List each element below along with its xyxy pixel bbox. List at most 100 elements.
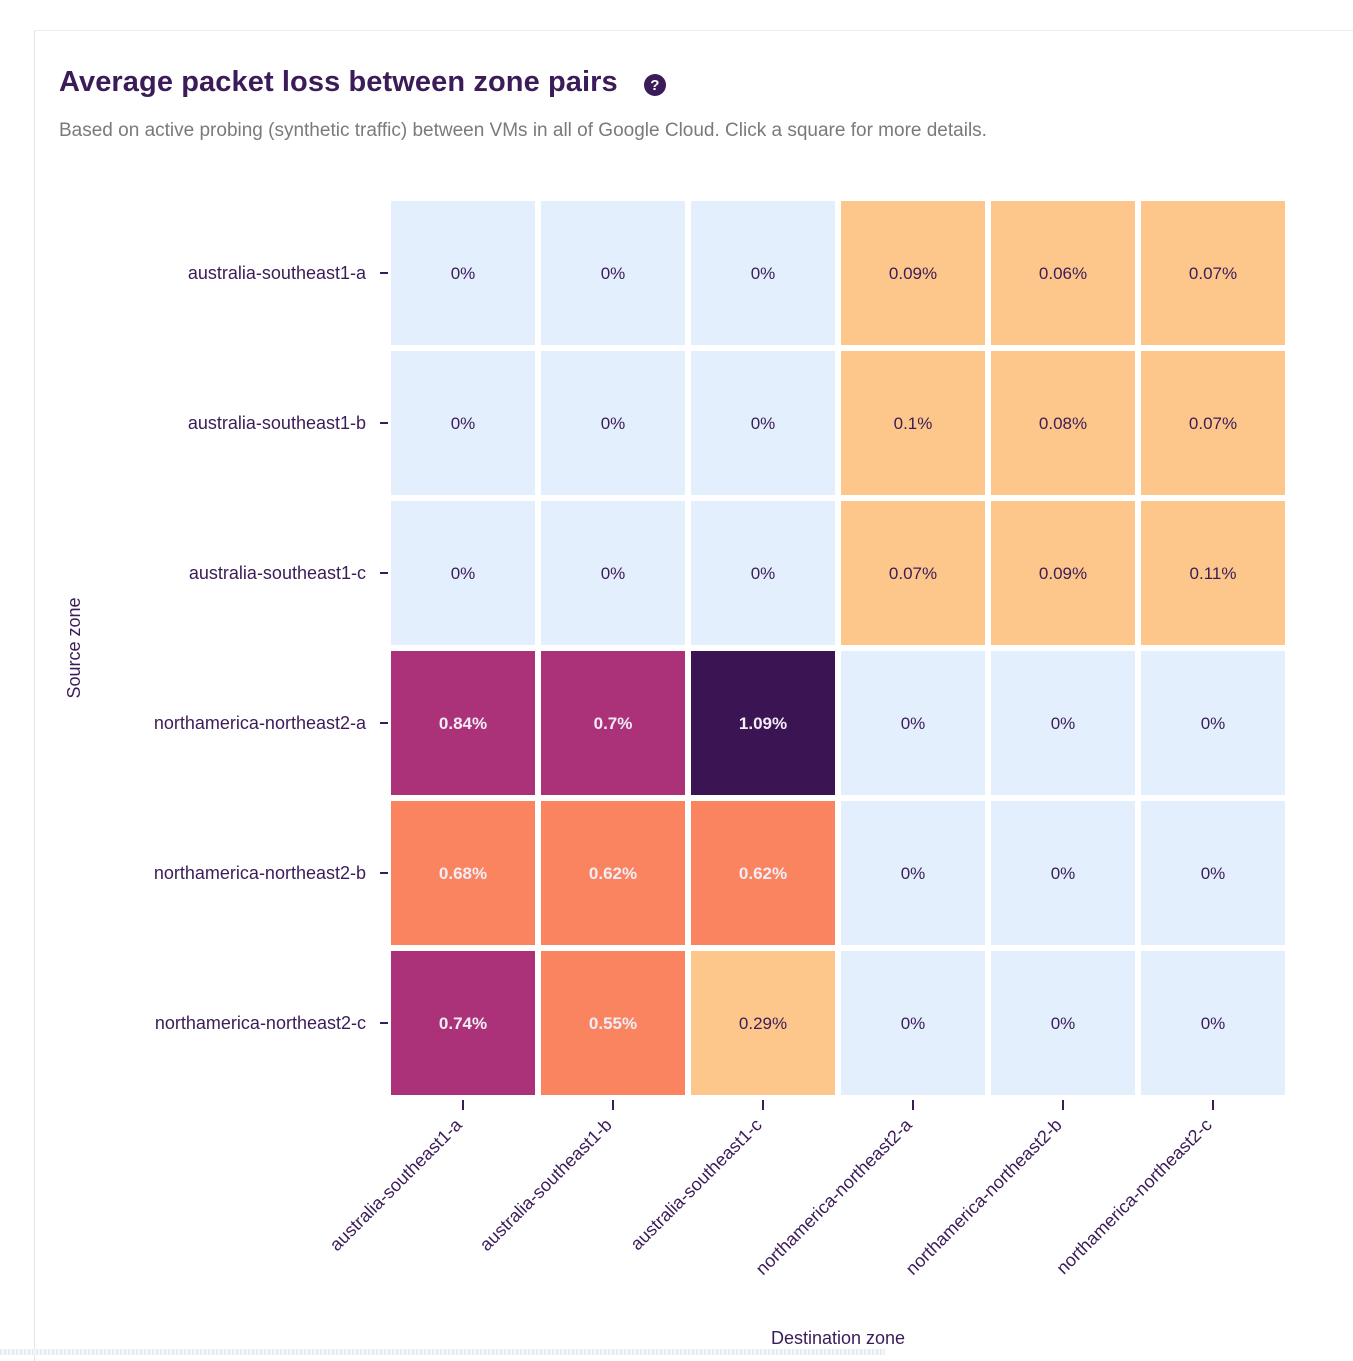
heatmap-cell-rect[interactable] bbox=[691, 801, 835, 945]
heatmap-cell-rect[interactable] bbox=[691, 501, 835, 645]
heatmap-cell-label: 0.68% bbox=[439, 864, 487, 883]
heatmap-cell-label: 0.11% bbox=[1190, 564, 1237, 583]
heatmap-cell-label: 0% bbox=[901, 864, 926, 883]
heatmap-cell[interactable]: 0% bbox=[841, 801, 985, 945]
x-tick-label: australia-southeast1-b bbox=[476, 1115, 616, 1255]
heatmap-cell[interactable]: 0.29% bbox=[691, 951, 835, 1095]
header: Average packet loss between zone pairs ? bbox=[59, 60, 666, 104]
x-tick-label: northamerica-northeast2-c bbox=[1052, 1115, 1215, 1278]
y-tick-label: australia-southeast1-b bbox=[188, 413, 366, 433]
heatmap-cell[interactable]: 0% bbox=[541, 501, 685, 645]
heatmap-cell[interactable]: 0% bbox=[841, 951, 985, 1095]
heatmap-cell-rect[interactable] bbox=[541, 801, 685, 945]
heatmap-cell-label: 0% bbox=[601, 414, 626, 433]
heatmap-cell[interactable]: 0.62% bbox=[691, 801, 835, 945]
heatmap-cell[interactable]: 0.08% bbox=[991, 351, 1135, 495]
heatmap-cell-rect[interactable] bbox=[541, 501, 685, 645]
heatmap-cell[interactable]: 0.09% bbox=[841, 201, 985, 345]
heatmap-cell-rect[interactable] bbox=[1141, 201, 1285, 345]
x-tick-label: australia-southeast1-c bbox=[626, 1115, 765, 1254]
heatmap-cell-rect[interactable] bbox=[541, 651, 685, 795]
heatmap-cell-rect[interactable] bbox=[841, 201, 985, 345]
heatmap-cell[interactable]: 0% bbox=[391, 501, 535, 645]
heatmap-cell[interactable]: 0% bbox=[691, 201, 835, 345]
heatmap-cell[interactable]: 0.84% bbox=[391, 651, 535, 795]
heatmap-cell-label: 0.29% bbox=[739, 1014, 787, 1033]
heatmap-cell-rect[interactable] bbox=[841, 651, 985, 795]
heatmap-cell[interactable]: 0.09% bbox=[991, 501, 1135, 645]
heatmap-cell-rect[interactable] bbox=[841, 951, 985, 1095]
heatmap-cell-rect[interactable] bbox=[541, 201, 685, 345]
heatmap-cell-label: 0% bbox=[601, 264, 626, 283]
heatmap-cell-rect[interactable] bbox=[1141, 951, 1285, 1095]
x-tick-label: australia-southeast1-a bbox=[326, 1114, 467, 1255]
heatmap-cell[interactable]: 0% bbox=[391, 351, 535, 495]
heatmap-cell-label: 0% bbox=[1051, 1014, 1076, 1033]
heatmap-cell-rect[interactable] bbox=[391, 651, 535, 795]
heatmap-cell[interactable]: 0% bbox=[691, 351, 835, 495]
heatmap-cell-rect[interactable] bbox=[541, 951, 685, 1095]
heatmap-cell-rect[interactable] bbox=[691, 651, 835, 795]
heatmap-cell[interactable]: 1.09% bbox=[691, 651, 835, 795]
heatmap-cell-rect[interactable] bbox=[841, 501, 985, 645]
heatmap-cell-label: 0% bbox=[751, 414, 776, 433]
heatmap-cell[interactable]: 0% bbox=[541, 201, 685, 345]
heatmap-cell-rect[interactable] bbox=[841, 801, 985, 945]
heatmap-cell[interactable]: 0.62% bbox=[541, 801, 685, 945]
heatmap-cell-rect[interactable] bbox=[691, 201, 835, 345]
question-circle-icon[interactable]: ? bbox=[643, 74, 666, 96]
heatmap-cell[interactable]: 0% bbox=[991, 651, 1135, 795]
heatmap-cell[interactable]: 0.11% bbox=[1141, 501, 1285, 645]
heatmap-cell-rect[interactable] bbox=[991, 951, 1135, 1095]
heatmap-cell-rect[interactable] bbox=[991, 651, 1135, 795]
heatmap-cell-rect[interactable] bbox=[391, 801, 535, 945]
heatmap-cell-label: 0% bbox=[751, 564, 776, 583]
heatmap-cell-label: 0.09% bbox=[1039, 564, 1087, 583]
heatmap-cell-rect[interactable] bbox=[991, 351, 1135, 495]
heatmap-cell[interactable]: 0.06% bbox=[991, 201, 1135, 345]
heatmap-cell-rect[interactable] bbox=[391, 201, 535, 345]
heatmap-cell[interactable]: 0% bbox=[841, 651, 985, 795]
heatmap-cell-rect[interactable] bbox=[1141, 651, 1285, 795]
heatmap-cell[interactable]: 0.07% bbox=[1141, 351, 1285, 495]
heatmap-cell-rect[interactable] bbox=[991, 201, 1135, 345]
heatmap-cell-label: 0.07% bbox=[889, 564, 937, 583]
heatmap-cell-rect[interactable] bbox=[691, 951, 835, 1095]
heatmap-cell-rect[interactable] bbox=[691, 351, 835, 495]
heatmap-cell-rect[interactable] bbox=[1141, 501, 1285, 645]
heatmap-cell-rect[interactable] bbox=[991, 501, 1135, 645]
heatmap-cell[interactable]: 0% bbox=[391, 201, 535, 345]
heatmap-cell-rect[interactable] bbox=[1141, 351, 1285, 495]
heatmap-cell[interactable]: 0% bbox=[991, 801, 1135, 945]
heatmap-cell-rect[interactable] bbox=[541, 351, 685, 495]
heatmap-cell-rect[interactable] bbox=[1141, 801, 1285, 945]
heatmap-cell[interactable]: 0.1% bbox=[841, 351, 985, 495]
heatmap-cell-rect[interactable] bbox=[391, 351, 535, 495]
heatmap-cell-rect[interactable] bbox=[991, 801, 1135, 945]
heatmap-cell[interactable]: 0% bbox=[991, 951, 1135, 1095]
heatmap-cell-rect[interactable] bbox=[391, 951, 535, 1095]
heatmap-cell[interactable]: 0.07% bbox=[841, 501, 985, 645]
heatmap-cell-label: 0.55% bbox=[589, 1014, 637, 1033]
heatmap-cell-rect[interactable] bbox=[841, 351, 985, 495]
heatmap-cell[interactable]: 0% bbox=[541, 351, 685, 495]
heatmap-cell-label: 0% bbox=[601, 564, 626, 583]
heatmap-cell[interactable]: 0.74% bbox=[391, 951, 535, 1095]
heatmap-cell[interactable]: 0.7% bbox=[541, 651, 685, 795]
heatmap-cell[interactable]: 0% bbox=[1141, 651, 1285, 795]
heatmap-cell-label: 0.62% bbox=[739, 864, 787, 883]
heatmap-cell[interactable]: 0% bbox=[691, 501, 835, 645]
heatmap-cell[interactable]: 0% bbox=[1141, 801, 1285, 945]
heatmap-cell-label: 0% bbox=[751, 264, 776, 283]
scrollbar-track[interactable] bbox=[0, 1349, 885, 1355]
heatmap-cell[interactable]: 0% bbox=[1141, 951, 1285, 1095]
heatmap-cell[interactable]: 0.68% bbox=[391, 801, 535, 945]
heatmap-cell-label: 1.09% bbox=[739, 714, 787, 733]
heatmap-cell-label: 0% bbox=[1201, 714, 1226, 733]
heatmap-cell-label: 0% bbox=[451, 264, 476, 283]
heatmap-cell[interactable]: 0.55% bbox=[541, 951, 685, 1095]
heatmap-cell-rect[interactable] bbox=[391, 501, 535, 645]
heatmap-cell-label: 0% bbox=[451, 414, 476, 433]
heatmap-cell[interactable]: 0.07% bbox=[1141, 201, 1285, 345]
